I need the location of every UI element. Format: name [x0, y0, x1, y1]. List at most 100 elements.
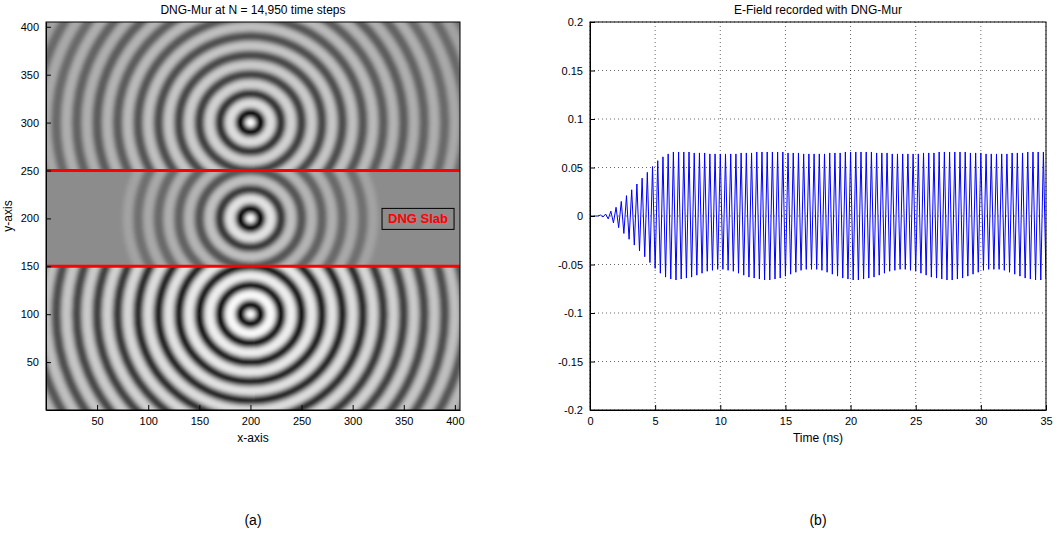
grid-line: [590, 119, 1046, 120]
wave-ring: [128, 266, 373, 410]
tick-label: 50: [27, 356, 39, 368]
tick-label: -0.15: [558, 356, 583, 368]
tick: 150: [191, 405, 209, 427]
tick-label: 150: [191, 415, 209, 427]
wave-ring: [220, 190, 281, 247]
wave-ring: [158, 36, 342, 170]
tick: 15: [780, 405, 792, 427]
tick-label: -0.2: [564, 404, 583, 416]
tick: 400: [446, 405, 464, 427]
tick: 350: [21, 69, 51, 81]
plot-background: [590, 22, 1046, 410]
grid-line: [590, 313, 1046, 314]
tick-mark: [250, 405, 251, 410]
tick-label: 350: [21, 69, 39, 81]
tick: 10: [715, 405, 727, 427]
axis-line: [46, 23, 47, 411]
wave-ring: [245, 214, 255, 224]
y-axis: -0.2-0.15-0.1-0.0500.050.10.150.2: [558, 16, 595, 416]
wave-ring: [87, 266, 414, 410]
tick: 200: [21, 212, 51, 224]
tick: 0.2: [568, 16, 595, 28]
tick-label: 400: [21, 21, 39, 33]
wave-ring: [169, 266, 333, 391]
wave-ring: [240, 113, 260, 132]
wave-ring: [46, 266, 460, 410]
wave-ring: [179, 266, 322, 381]
plot-area: [46, 22, 460, 410]
tick-mark: [46, 170, 51, 171]
tick-label: 5: [653, 415, 659, 427]
plot-area: [590, 152, 1046, 280]
wave-ring: [138, 170, 363, 266]
wave-ring: [179, 170, 322, 266]
tick: 25: [910, 405, 922, 427]
tick-mark: [46, 123, 51, 124]
wave-ring: [118, 22, 384, 170]
tick-mark: [590, 22, 595, 23]
wave-ring: [107, 266, 393, 410]
tick-mark: [655, 405, 656, 410]
tick-label: 350: [395, 415, 413, 427]
figure: DNG Slab50100150200250300350400501001502…: [0, 0, 1062, 541]
tick-label: 400: [446, 415, 464, 427]
tick-mark: [785, 405, 786, 410]
slab-label: DNG Slab: [382, 208, 454, 229]
tick-label: 100: [21, 308, 39, 320]
axis-line: [47, 410, 461, 411]
tick-label: 0: [587, 415, 593, 427]
tick-label: 0: [577, 210, 583, 222]
tick-label: 25: [910, 415, 922, 427]
wave-source: [46, 266, 460, 410]
tick-label: 35: [1040, 415, 1052, 427]
wave-ring: [56, 266, 444, 410]
wave-ring: [46, 22, 460, 170]
wave-ring: [245, 309, 255, 319]
tick: -0.2: [564, 404, 595, 416]
tick: 300: [344, 405, 362, 427]
tick-mark: [353, 405, 354, 410]
wave-ring: [87, 22, 414, 170]
tick: 0.1: [568, 113, 595, 125]
wave-ring: [77, 22, 425, 170]
wave-ring: [230, 103, 271, 141]
tick-mark: [590, 265, 595, 266]
x-axis: 0 5 10 15 20 25 30 35: [587, 405, 1052, 427]
tick-mark: [46, 27, 51, 28]
wave-ring: [189, 266, 312, 371]
chart-title: DNG-Mur at N = 14,950 time steps: [160, 3, 345, 17]
field-region: [46, 266, 460, 410]
tick-label: 0.05: [562, 162, 583, 174]
wave-ring: [230, 199, 271, 237]
grid-line: [590, 70, 1046, 71]
tick-label: 250: [293, 415, 311, 427]
tick-label: 20: [845, 415, 857, 427]
wave-ring: [128, 22, 373, 170]
wave-ring: [189, 170, 312, 266]
tick-mark: [590, 216, 595, 217]
wave-ring: [138, 266, 363, 410]
tick: 0.15: [562, 65, 595, 77]
wave-ring: [199, 266, 301, 362]
tick-mark: [46, 362, 51, 363]
wave-ring: [77, 266, 425, 410]
tick-label: 30: [975, 415, 987, 427]
tick: 5: [653, 405, 659, 427]
tick-mark: [97, 405, 98, 410]
tick-mark: [851, 405, 852, 410]
wave-ring: [46, 266, 455, 410]
tick-label: 0.15: [562, 65, 583, 77]
grid-line: [590, 361, 1046, 362]
tick-label: 100: [140, 415, 158, 427]
tick-mark: [46, 314, 51, 315]
tick-label: 300: [21, 117, 39, 129]
tick-mark: [916, 405, 917, 410]
tick: 0.05: [562, 162, 595, 174]
tick-mark: [981, 405, 982, 410]
grid-line: [785, 22, 786, 410]
wave-ring: [189, 65, 312, 170]
wave-source: [46, 22, 460, 170]
tick-label: -0.05: [558, 259, 583, 271]
wave-ring: [97, 22, 404, 170]
wave-ring: [199, 75, 301, 171]
